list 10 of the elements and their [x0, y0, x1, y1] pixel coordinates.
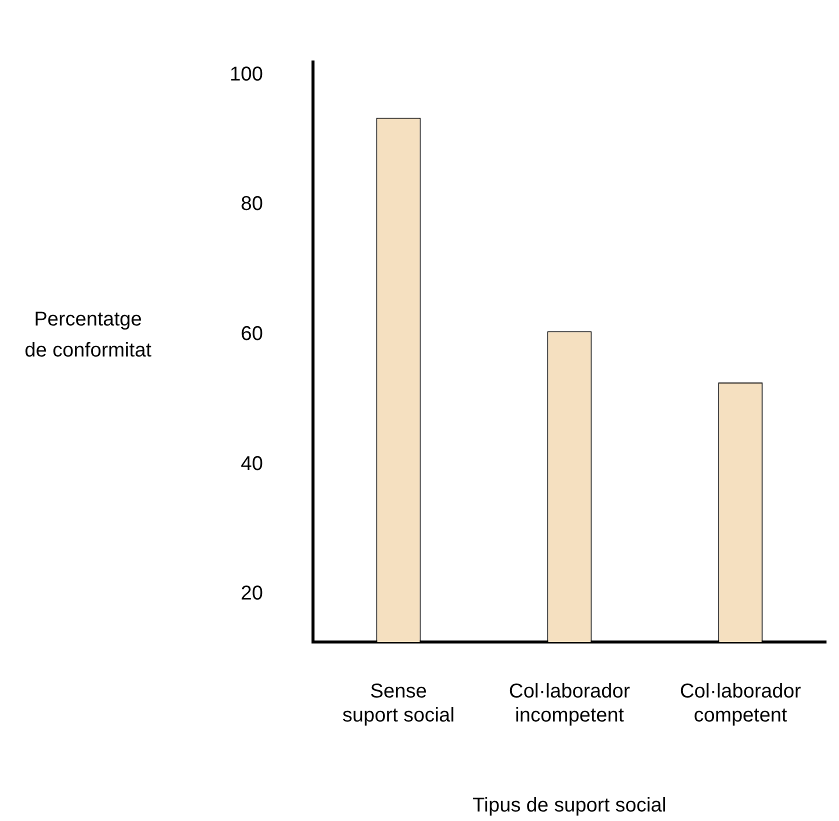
y-tick-label: 80 — [240, 193, 263, 216]
y-axis-title: Percentatge de conformitat — [24, 308, 152, 362]
y-tick-label: 40 — [240, 452, 263, 475]
y-tick-label: 20 — [240, 582, 263, 605]
x-tick-label: Col·laborador competent — [680, 680, 802, 727]
x-tick-label: Sense suport social — [342, 680, 455, 727]
x-axis-title: Tipus de suport social — [472, 794, 666, 817]
y-tick-label: 100 — [230, 63, 263, 86]
x-tick-label: Col·laborador incompetent — [508, 680, 630, 727]
y-tick-label: 60 — [240, 323, 263, 345]
